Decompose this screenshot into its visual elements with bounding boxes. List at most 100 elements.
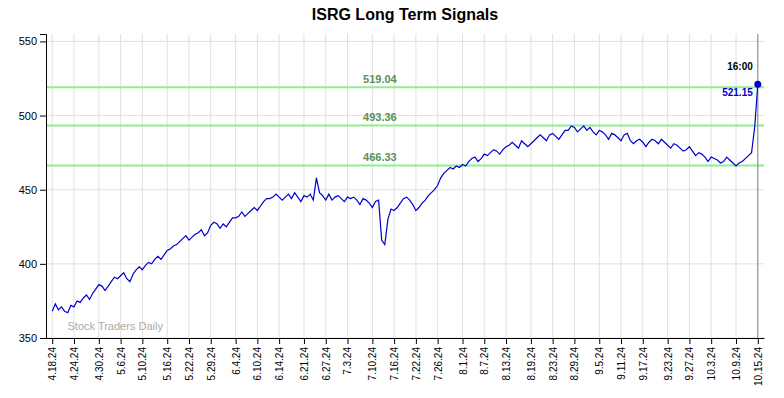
x-tick: 9.11.24 <box>616 338 627 380</box>
y-tick-label: 550 <box>19 35 37 47</box>
x-tick-mark <box>99 338 100 344</box>
x-tick: 8.1.24 <box>458 338 469 375</box>
x-tick-label: 9.5.24 <box>594 347 605 375</box>
chart: ISRG Long Term Signals 350 400 450 500 550 4.1… <box>0 0 784 398</box>
last-marker-line <box>757 34 758 338</box>
x-tick: 7.10.24 <box>367 338 378 380</box>
x-tick: 10.3.24 <box>706 338 717 380</box>
grid-line <box>415 34 416 338</box>
x-tick-mark <box>167 338 168 344</box>
x-tick: 4.24.24 <box>69 338 80 380</box>
grid-line <box>46 41 764 42</box>
grid-line <box>120 34 121 338</box>
y-tick: 450 <box>19 184 46 196</box>
x-tick-label: 10.9.24 <box>731 347 742 381</box>
grid-line <box>530 34 531 338</box>
x-tick-mark <box>121 338 122 344</box>
y-tick-label: 500 <box>19 110 37 122</box>
annotations: 519.04493.36466.3316:00521.15Stock Trade… <box>68 61 754 332</box>
x-tick: 5.16.24 <box>162 338 173 380</box>
grid-line <box>599 34 600 338</box>
x-axis: 4.18.24 4.24.24 4.30.24 5.6.24 5.10.24 5.16.2… <box>47 338 765 386</box>
x-tick-label: 5.22.24 <box>184 347 195 381</box>
x-tick-label: 5.16.24 <box>162 347 173 381</box>
grid-line <box>621 34 622 338</box>
x-tick-mark <box>326 338 327 344</box>
x-tick-mark <box>394 338 395 344</box>
grid-line <box>757 34 758 338</box>
x-tick-mark <box>668 338 669 344</box>
x-tick-mark <box>553 338 554 344</box>
grid-line <box>210 34 211 338</box>
grid <box>46 34 764 338</box>
x-tick: 4.30.24 <box>94 338 105 380</box>
x-tick: 10.15.24 <box>753 338 764 386</box>
y-tick-label: 400 <box>19 258 37 270</box>
x-tick-label: 9.11.24 <box>616 347 627 380</box>
y-axis: 350 400 450 500 550 <box>19 35 47 345</box>
plot: 350 400 450 500 550 4.18.24 4.24.24 4.30.24 5.6.… <box>19 34 765 386</box>
x-tick: 9.23.24 <box>663 338 674 380</box>
last-price-label: 521.15 <box>722 87 753 98</box>
grid-line <box>462 34 463 338</box>
x-tick-label: 9.27.24 <box>684 347 695 381</box>
x-tick-label: 5.6.24 <box>116 347 127 375</box>
x-tick-label: 7.26.24 <box>433 347 444 381</box>
x-tick-mark <box>438 338 439 344</box>
x-tick: 6.27.24 <box>321 338 332 380</box>
grid-line <box>46 263 764 264</box>
grid-line <box>506 34 507 338</box>
x-tick-mark <box>758 338 759 344</box>
x-tick-label: 8.19.24 <box>526 347 537 381</box>
x-tick: 9.5.24 <box>594 338 605 375</box>
y-tick-mark <box>40 264 46 265</box>
y-tick: 550 <box>19 35 46 47</box>
grid-line <box>303 34 304 338</box>
x-tick-mark <box>304 338 305 344</box>
x-tick-mark <box>643 338 644 344</box>
x-tick-label: 5.10.24 <box>137 347 148 381</box>
y-tick: 350 <box>19 332 46 344</box>
grid-line <box>552 34 553 338</box>
signal-label: 519.04 <box>363 73 398 85</box>
x-tick-mark <box>506 338 507 344</box>
grid-line <box>46 338 764 339</box>
x-tick-mark <box>236 338 237 344</box>
x-tick-mark <box>372 338 373 344</box>
x-tick-mark <box>689 338 690 344</box>
last-point <box>754 81 761 88</box>
x-tick-label: 9.23.24 <box>663 347 674 381</box>
y-tick-mark <box>40 116 46 117</box>
title: ISRG Long Term Signals <box>312 6 498 23</box>
time-label: 16:00 <box>727 61 753 72</box>
x-tick-mark <box>279 338 280 344</box>
x-tick: 7.3.24 <box>342 338 353 375</box>
marks <box>46 34 764 338</box>
x-tick-label: 9.17.24 <box>638 347 649 381</box>
x-tick-label: 7.16.24 <box>389 347 400 381</box>
grid-line <box>642 34 643 338</box>
grid-line <box>689 34 690 338</box>
x-tick-mark <box>484 338 485 344</box>
y-tick-mark <box>40 338 46 339</box>
signal-label: 466.33 <box>363 151 397 163</box>
x-tick: 4.18.24 <box>47 338 58 380</box>
x-tick-label: 6.14.24 <box>274 347 285 381</box>
x-tick: 8.13.24 <box>501 338 512 380</box>
y-axis-line <box>40 35 47 339</box>
x-tick: 6.10.24 <box>252 338 263 380</box>
grid-line <box>46 189 764 190</box>
grid-line <box>46 115 764 116</box>
grid-line <box>347 34 348 338</box>
x-tick-label: 6.27.24 <box>321 347 332 381</box>
x-tick-label: 7.22.24 <box>411 347 422 381</box>
x-tick-mark <box>574 338 575 344</box>
x-tick: 6.21.24 <box>299 338 310 380</box>
x-tick: 6.4.24 <box>231 338 242 375</box>
x-tick-label: 8.23.24 <box>548 347 559 381</box>
grid-line <box>167 34 168 338</box>
grid-line <box>98 34 99 338</box>
x-tick-mark <box>257 338 258 344</box>
grid-line <box>279 34 280 338</box>
grid-line <box>257 34 258 338</box>
